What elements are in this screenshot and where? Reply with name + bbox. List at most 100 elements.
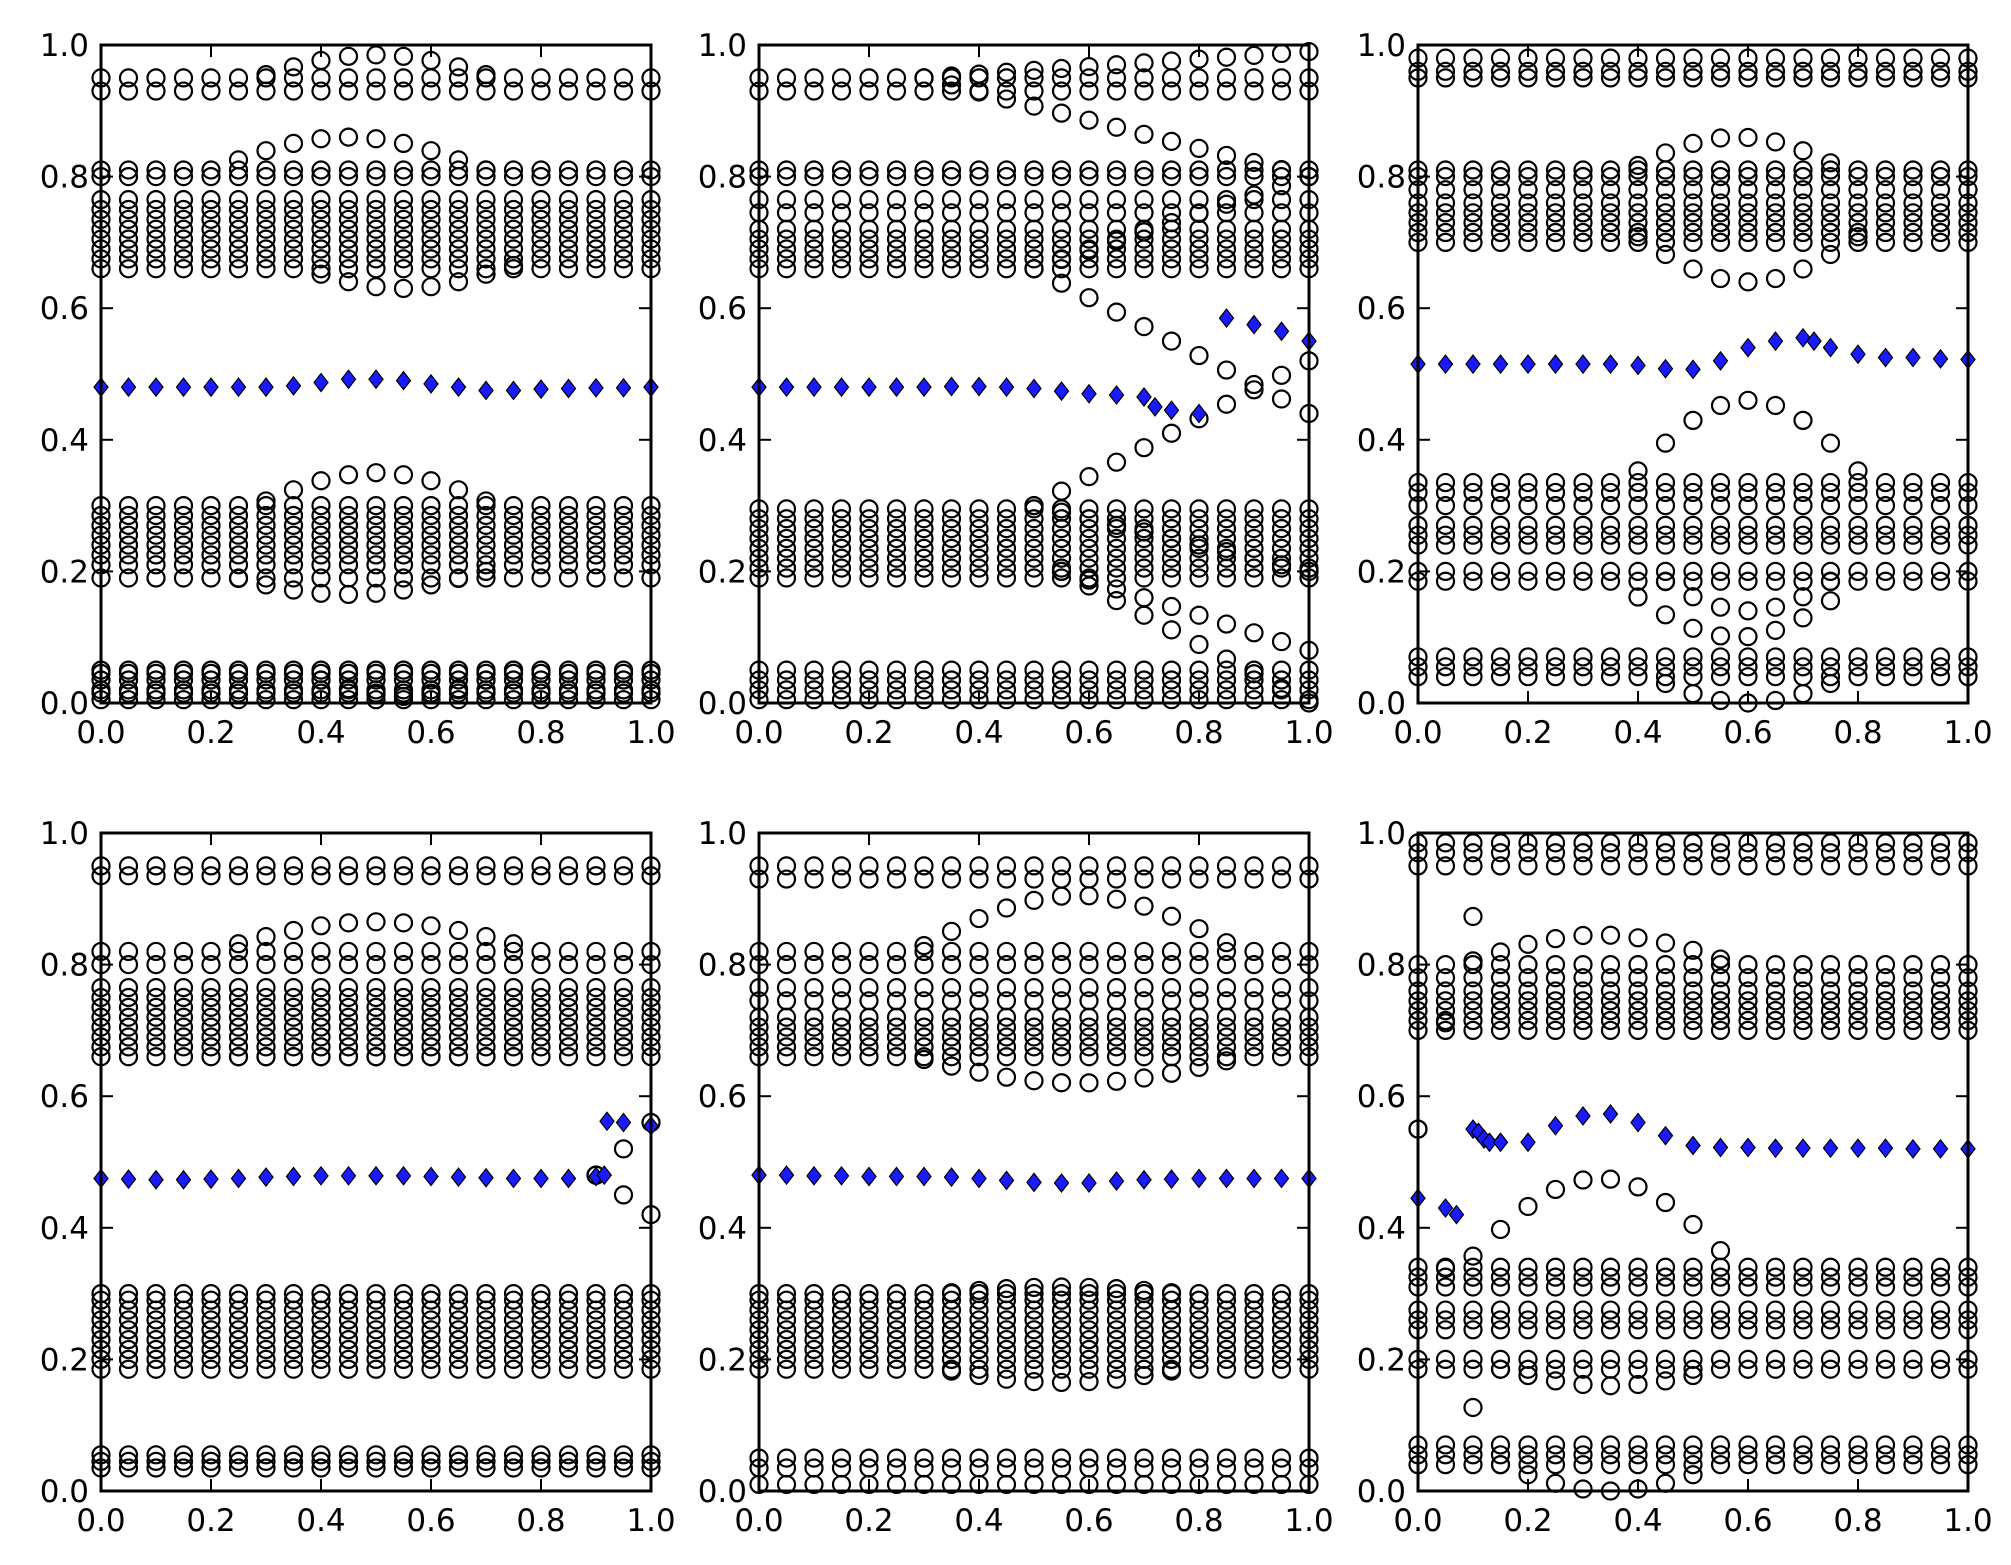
band-point — [859, 509, 879, 529]
band-point — [1079, 1330, 1099, 1350]
band-point — [1573, 1277, 1593, 1297]
band-point — [1875, 657, 1896, 677]
band-point — [969, 519, 989, 539]
band-point — [558, 690, 579, 710]
band-point — [531, 1290, 551, 1310]
band-point — [1244, 1017, 1264, 1037]
band-point — [969, 670, 989, 690]
band-point — [1216, 660, 1237, 680]
band-point — [1216, 1448, 1237, 1468]
band-point — [941, 259, 962, 279]
band-point — [1903, 1435, 1923, 1455]
band-point — [804, 259, 824, 279]
band-point — [366, 1445, 386, 1465]
band-point — [613, 660, 634, 680]
highlight-point — [1822, 337, 1839, 358]
band-point — [1628, 167, 1648, 187]
band-point — [831, 941, 852, 962]
band-point — [338, 167, 359, 187]
band-point — [831, 1284, 852, 1304]
band-point — [1793, 991, 1813, 1011]
band-point — [1244, 1458, 1264, 1478]
arc-point — [1683, 410, 1703, 431]
band-point — [1244, 1339, 1264, 1360]
band-point — [1024, 1330, 1044, 1350]
band-point — [366, 997, 386, 1017]
band-point — [613, 1027, 634, 1047]
band-point — [886, 1284, 907, 1304]
band-point — [941, 249, 962, 269]
x-tick-label: 0.6 — [1064, 715, 1113, 751]
band-point — [1271, 81, 1292, 101]
band-point — [173, 690, 194, 710]
band-point — [283, 690, 304, 710]
band-point — [448, 1349, 469, 1370]
band-point — [476, 1027, 496, 1047]
band-point — [1216, 167, 1237, 187]
highlight-point — [478, 380, 494, 401]
arc-point — [1189, 345, 1209, 366]
axes-frame — [1416, 43, 1970, 705]
band-point — [421, 555, 441, 575]
band-point — [1683, 180, 1703, 200]
highlight-point — [1657, 1125, 1674, 1146]
arc-point — [1600, 1169, 1621, 1189]
arc-point — [1655, 605, 1676, 625]
band-point — [859, 1349, 879, 1370]
band-point — [1518, 647, 1538, 667]
x-tick-label: 0.0 — [1393, 1503, 1442, 1539]
band-point — [1244, 1320, 1264, 1340]
arc-point — [1189, 919, 1209, 939]
x-tick-label: 1.0 — [626, 1503, 675, 1539]
band-point — [1463, 232, 1483, 252]
band-point — [1793, 571, 1813, 591]
plot-area — [1418, 833, 1968, 1491]
band-point — [1545, 232, 1566, 252]
band-point — [256, 167, 276, 187]
band-point — [941, 1047, 962, 1067]
band-point — [1793, 1277, 1813, 1297]
band-point — [1573, 222, 1593, 243]
arc-point — [1545, 1371, 1566, 1391]
band-point — [914, 568, 934, 588]
band-point — [228, 249, 249, 269]
band-point — [1875, 167, 1896, 187]
band-point — [1738, 167, 1758, 187]
band-point — [558, 535, 579, 555]
band-point — [1930, 968, 1951, 988]
band-point — [1655, 647, 1676, 667]
band-point — [338, 505, 359, 526]
arc-point — [1463, 906, 1483, 927]
band-point — [1051, 1017, 1072, 1037]
highlight-point — [1685, 359, 1701, 380]
band-point — [558, 545, 579, 565]
band-point — [1435, 657, 1456, 677]
band-point — [311, 1359, 331, 1379]
band-point — [201, 660, 221, 680]
band-point — [1024, 991, 1044, 1011]
band-point — [1134, 558, 1154, 578]
band-point — [1463, 167, 1483, 187]
band-point — [1024, 690, 1044, 710]
band-point — [1490, 991, 1511, 1011]
band-point — [1161, 167, 1182, 187]
band-point — [831, 1320, 852, 1340]
band-point — [173, 1047, 194, 1067]
band-point — [859, 81, 879, 101]
band-point — [283, 167, 304, 187]
band-point — [886, 1330, 907, 1350]
band-point — [613, 209, 634, 229]
arc-point — [1683, 940, 1703, 960]
band-point — [173, 1451, 194, 1471]
band-point — [283, 1339, 304, 1360]
y-tick-label: 1.0 — [698, 816, 747, 852]
arc-point — [941, 1283, 962, 1303]
band-point — [1793, 657, 1813, 677]
band-point — [1518, 968, 1538, 988]
band-point — [1271, 670, 1292, 690]
band-point — [613, 1339, 634, 1360]
band-point — [1655, 667, 1676, 687]
arc-point — [1051, 1277, 1072, 1297]
band-point — [1765, 515, 1786, 535]
arc-point — [1573, 1170, 1593, 1190]
